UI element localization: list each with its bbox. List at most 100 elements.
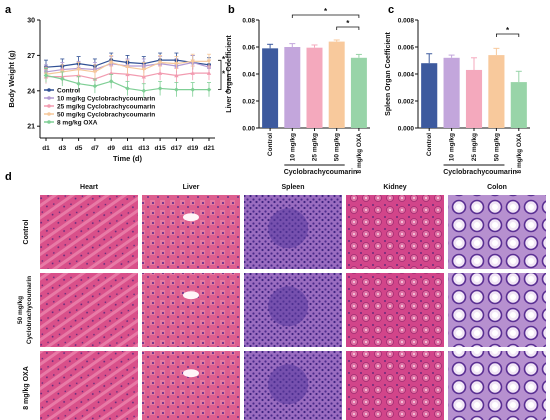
panel-b-chart: 0.00 0.02 0.04 0.06 0.08 Liver Organ Coeffici… <box>226 7 370 176</box>
y-tick-label: 27 <box>27 53 35 60</box>
data-point <box>141 88 147 94</box>
y-tick-label: 0.04 <box>242 72 255 79</box>
x-tick-label: 50 mg/kg <box>334 133 341 161</box>
column-header: Liver <box>183 184 200 191</box>
x-tick-label: 10 mg/kg <box>449 133 456 161</box>
data-point <box>206 59 212 64</box>
y-tick-label: 0.008 <box>398 18 415 25</box>
lymphoid-follicle <box>268 364 309 405</box>
data-point <box>190 59 195 64</box>
micrograph-colon <box>448 195 546 269</box>
data-point <box>190 70 195 75</box>
lymphoid-follicle <box>268 208 309 249</box>
x-tick-label: 8 mg/kg OXA <box>356 133 363 174</box>
bar <box>328 41 345 128</box>
data-point <box>125 86 130 91</box>
data-point <box>190 87 195 92</box>
data-point <box>125 65 130 70</box>
data-point <box>76 81 81 87</box>
vessel-lumen <box>183 213 199 222</box>
column-header: Colon <box>487 184 507 191</box>
legend-marker <box>47 104 51 108</box>
x-tick-label: d1 <box>42 145 50 152</box>
significance-marker: * <box>222 69 226 78</box>
legend-label: Control <box>57 88 80 95</box>
data-point <box>174 61 179 66</box>
legend-label: 8 mg/kg OXA <box>57 120 98 127</box>
x-tick-label: d19 <box>187 145 199 152</box>
significance-marker: * <box>346 19 350 28</box>
vessel-lumen <box>183 291 199 300</box>
micrograph-liver <box>142 273 240 347</box>
panel-a-chart: 21 24 27 30 d1 d3 d5 d7 d9 d11 d13 d15 d17 d19 d21 Time… <box>7 18 229 163</box>
data-point <box>92 83 98 89</box>
legend-marker <box>47 88 51 92</box>
bar <box>350 57 367 128</box>
x-tick-label: Control <box>426 133 433 156</box>
bar <box>262 48 279 128</box>
panel-c-chart: 0.000 0.002 0.004 0.006 0.008 Spleen Organ Co… <box>385 18 530 176</box>
y-tick-label: 0.08 <box>242 18 255 25</box>
column-header: Heart <box>80 184 99 191</box>
bar <box>465 69 483 128</box>
x-tick-label: d9 <box>107 145 115 152</box>
x-tick-label: d13 <box>138 145 150 152</box>
significance-marker: * <box>324 7 328 16</box>
data-point <box>108 79 114 84</box>
y-tick-label: 0.006 <box>398 45 415 52</box>
x-tick-label: d5 <box>75 145 83 152</box>
y-tick-label: 0.004 <box>398 72 415 79</box>
vessel-lumen <box>183 369 199 378</box>
micrograph-liver <box>142 195 240 269</box>
bar <box>421 63 438 129</box>
lymphoid-follicle <box>268 286 309 327</box>
x-tick-label: 25 mg/kg <box>471 133 478 161</box>
row-label-line1: 50 mg/kg <box>17 296 24 324</box>
y-tick-label: 21 <box>27 124 35 131</box>
micrograph-heart <box>40 273 138 347</box>
significance-bracket <box>291 14 360 18</box>
data-point <box>157 70 163 75</box>
group-label: Cyclobrachycoumarin <box>443 169 517 176</box>
legend-marker <box>47 112 51 116</box>
significance-bracket <box>496 33 520 37</box>
y-tick-label: 30 <box>27 18 35 25</box>
y-axis-title: Body Weight (g) <box>7 50 16 108</box>
y-tick-label: 24 <box>27 88 35 95</box>
micrograph-kidney <box>346 273 444 347</box>
micrograph-liver <box>142 351 240 420</box>
panel-label-c: c <box>388 4 394 16</box>
column-header: Kidney <box>383 184 406 191</box>
x-tick-label: d17 <box>171 145 183 152</box>
x-axis-title: Time (d) <box>113 154 143 163</box>
data-point <box>157 60 163 65</box>
micrograph-heart <box>40 195 138 269</box>
data-point <box>43 73 49 78</box>
histology-grid: Heart Liver Spleen Kidney Colon Control 50 mg/… <box>17 184 546 420</box>
x-tick-label: 50 mg/kg <box>493 133 500 161</box>
y-axis-title: Liver Organ Coefficient <box>226 35 233 113</box>
data-point <box>206 70 212 75</box>
x-tick-label: d21 <box>203 145 215 152</box>
micrograph-kidney <box>346 195 444 269</box>
legend-marker <box>47 120 51 124</box>
data-point <box>76 67 81 72</box>
y-tick-label: 0.002 <box>398 99 415 106</box>
y-tick-label: 0.02 <box>242 99 255 106</box>
data-point <box>60 76 65 82</box>
bar <box>510 82 527 128</box>
micrograph-heart <box>40 351 138 420</box>
data-point <box>157 86 163 91</box>
legend-label: 25 mg/kg Cyclobrachycoumarin <box>57 104 155 111</box>
row-label: 8 mg/kg OXA <box>23 366 30 410</box>
x-tick-label: d3 <box>59 145 67 152</box>
x-tick-label: Control <box>267 133 274 156</box>
micrograph-colon <box>448 351 546 420</box>
row-label: Control <box>23 220 30 245</box>
data-point <box>174 87 179 92</box>
bar <box>284 47 301 128</box>
row-label-line2: Cyclobrachycoumarin <box>26 276 33 344</box>
bar <box>443 57 460 128</box>
significance-marker: * <box>506 26 510 35</box>
